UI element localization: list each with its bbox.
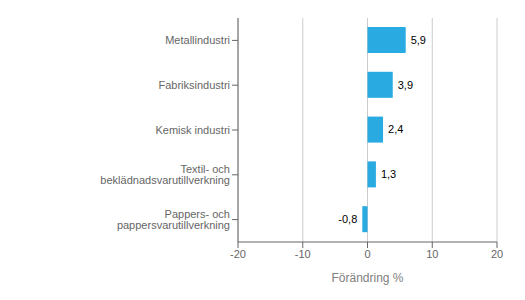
svg-text:-20: -20 <box>230 248 246 260</box>
svg-text:20: 20 <box>491 248 503 260</box>
svg-text:-10: -10 <box>295 248 311 260</box>
svg-text:10: 10 <box>426 248 438 260</box>
svg-text:2,4: 2,4 <box>388 123 403 135</box>
svg-text:Pappers- ochpappersvarutillver: Pappers- ochpappersvarutillverkning <box>117 208 230 231</box>
svg-text:1,3: 1,3 <box>381 168 396 180</box>
svg-text:5,9: 5,9 <box>411 34 426 46</box>
svg-text:Fabriksindustri: Fabriksindustri <box>158 79 230 91</box>
svg-text:0: 0 <box>364 248 370 260</box>
svg-text:Förändring %: Förändring % <box>331 271 403 285</box>
svg-text:Textil- ochbeklädnadsvarutillv: Textil- ochbeklädnadsvarutillverkning <box>100 163 230 186</box>
svg-text:Metallindustri: Metallindustri <box>165 34 230 46</box>
svg-text:3,9: 3,9 <box>398 79 413 91</box>
svg-text:Kemisk industri: Kemisk industri <box>155 124 230 136</box>
svg-text:-0,8: -0,8 <box>338 213 357 225</box>
